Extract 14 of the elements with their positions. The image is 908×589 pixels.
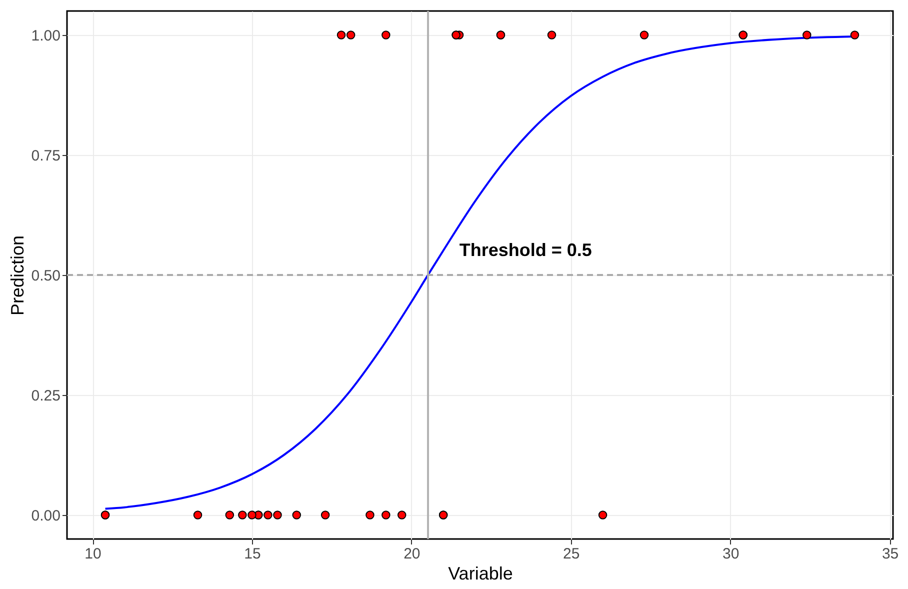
x-tick-label: 10 [84, 546, 102, 562]
y-tick-label: 1.00 [31, 28, 60, 44]
x-tick-label: 25 [563, 546, 580, 562]
annotation: Threshold = 0.5 [459, 240, 592, 260]
x-tick-label: 30 [722, 546, 740, 562]
x-tick-label: 15 [244, 546, 261, 562]
y-tick-label: 0.00 [31, 508, 60, 524]
x-axis-title: Variable [448, 564, 513, 584]
y-tick-label: 0.25 [31, 388, 60, 404]
x-tick-label: 35 [882, 546, 899, 562]
y-axis-title: Prediction [7, 235, 28, 316]
y-tick-label: 0.75 [31, 148, 60, 164]
y-tick-label: 0.50 [31, 268, 60, 284]
x-tick-label: 20 [404, 546, 420, 562]
